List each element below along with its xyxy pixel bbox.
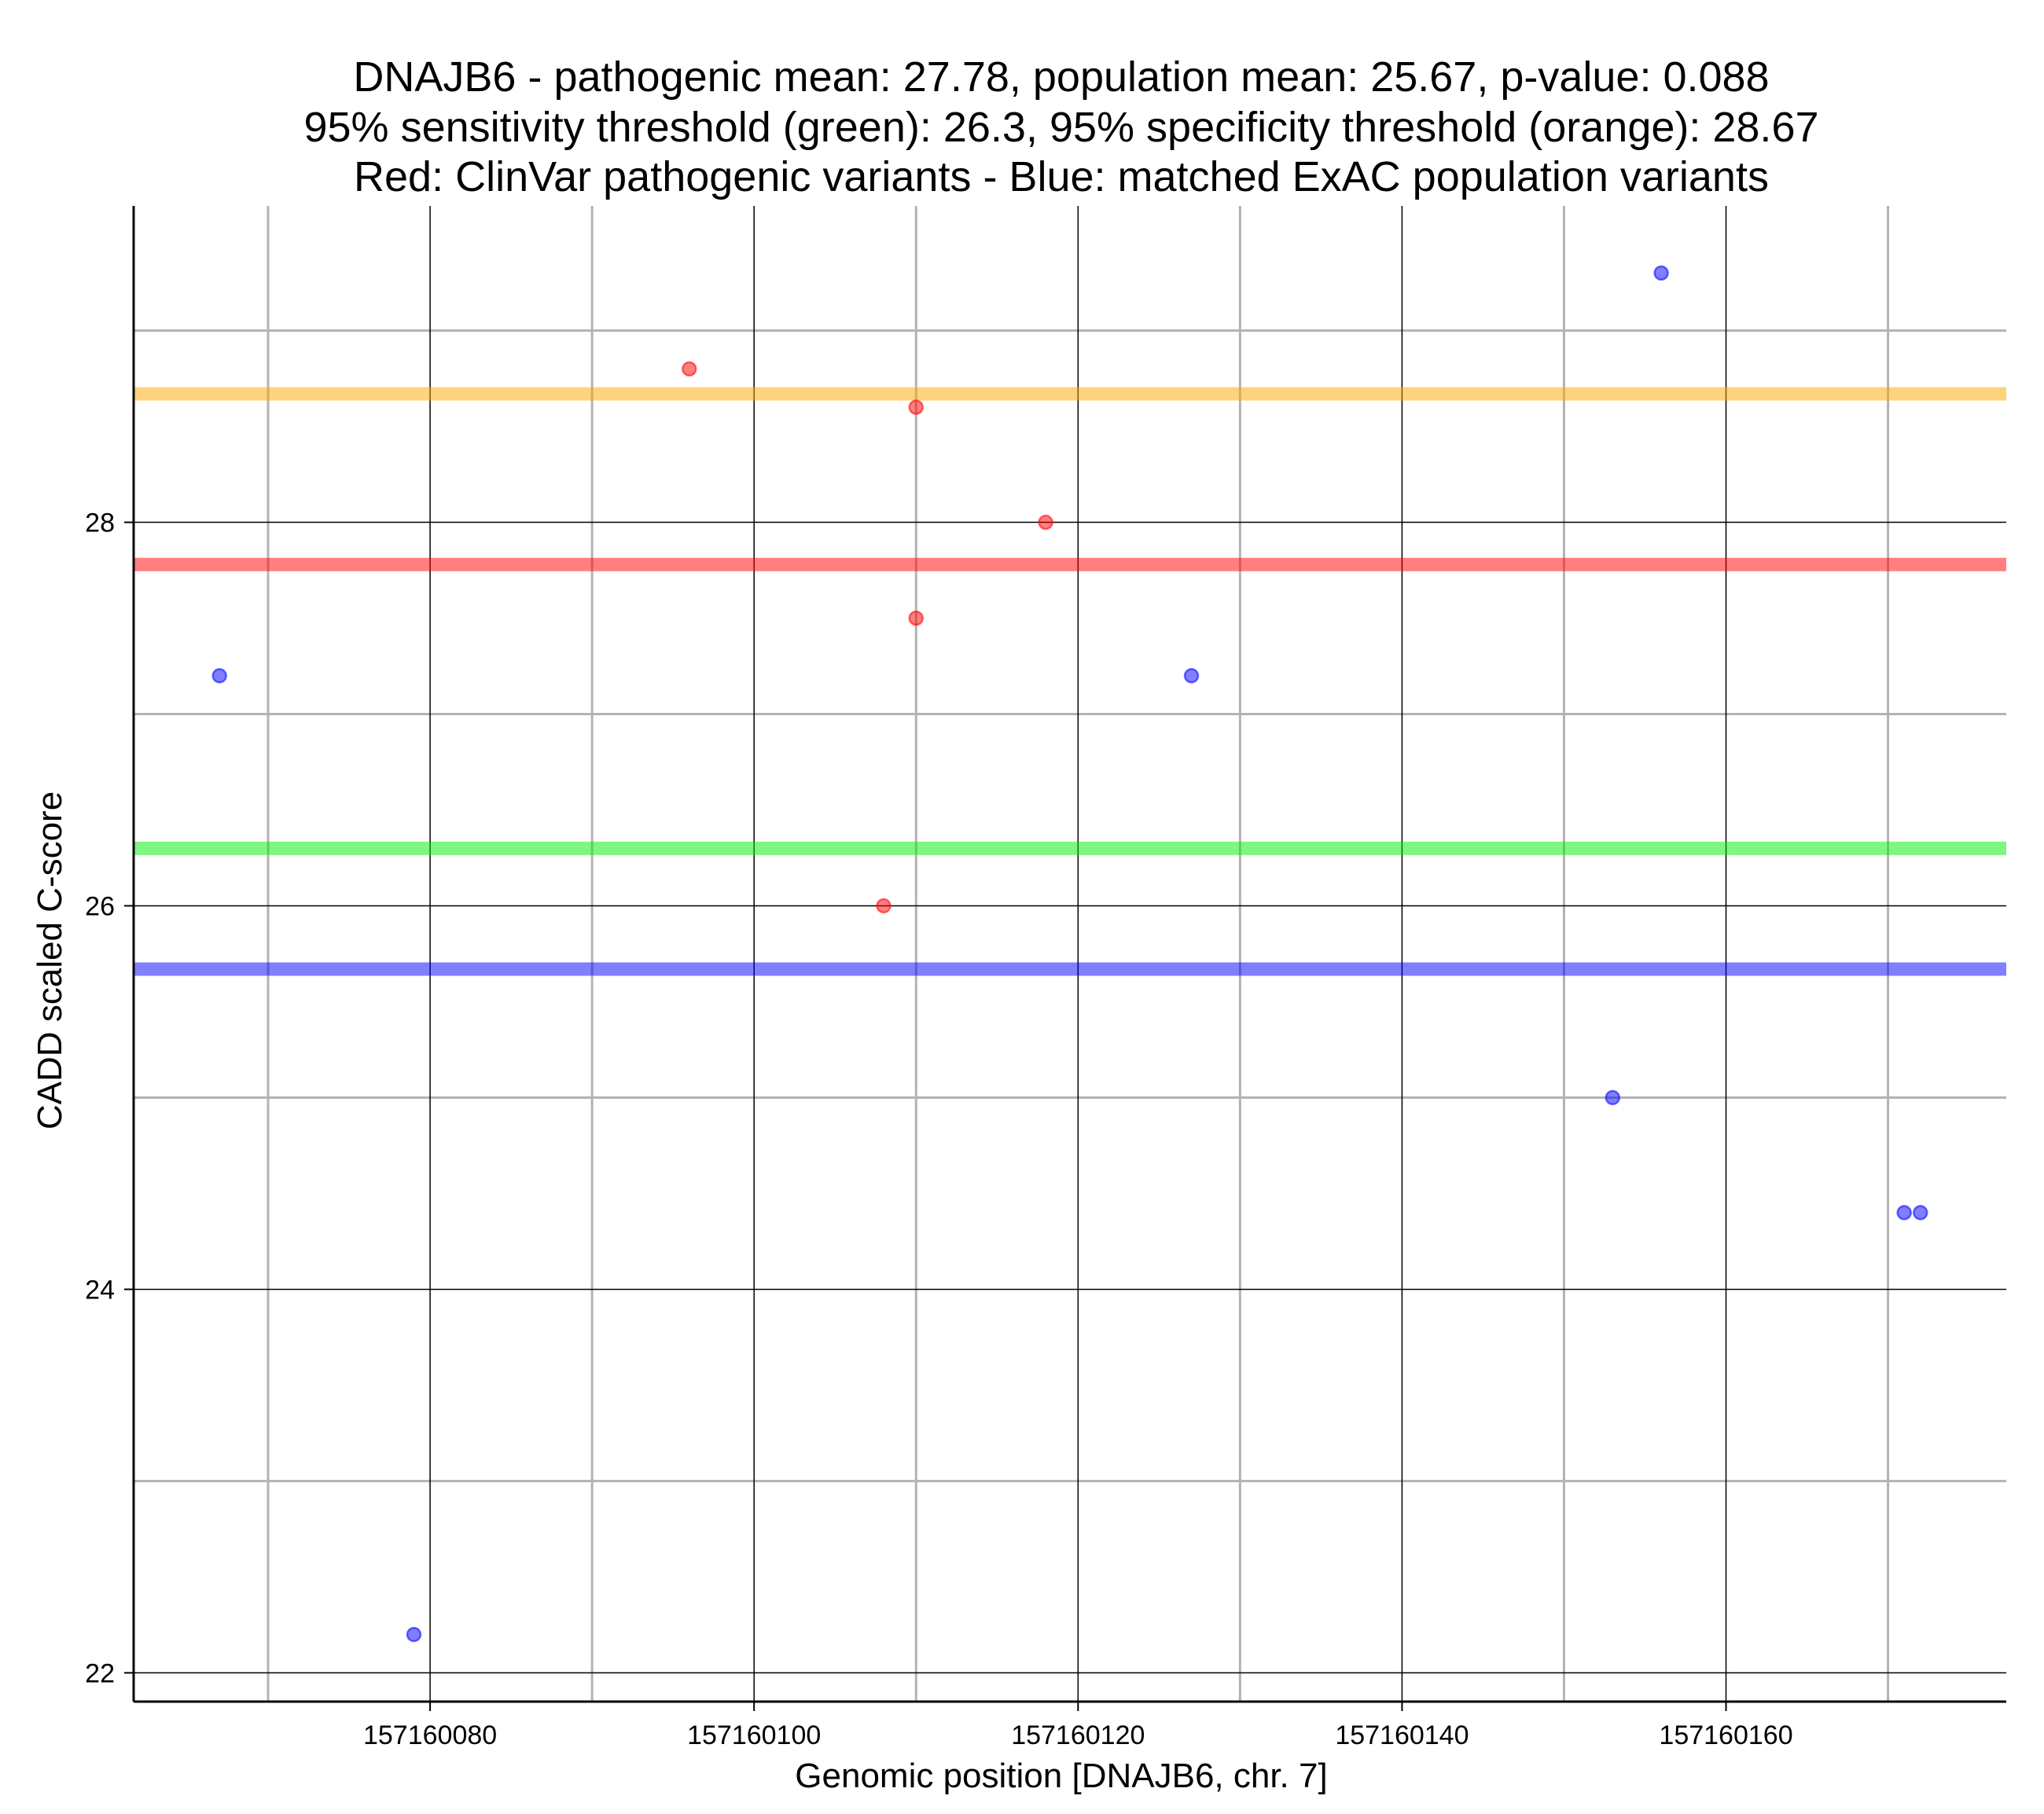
population-variant-point	[211, 667, 227, 684]
chart-title-line-2: 95% sensitivity threshold (green): 26.3,…	[303, 104, 1818, 151]
pathogenic-variant-point	[1038, 514, 1053, 531]
pathogenic-variant-point	[908, 399, 924, 415]
x-tick-label: 157160100	[687, 1720, 821, 1750]
x-tick-label: 157160120	[1011, 1720, 1145, 1750]
population-variant-point	[1605, 1089, 1621, 1106]
y-axis-title: CADD scaled C-score	[31, 791, 69, 1129]
grid-layer	[134, 206, 2006, 1702]
tick-labels: 157160080 157160100 157160120 157160140 1571…	[85, 509, 1792, 1750]
population-variant-point	[1183, 667, 1200, 684]
x-tick-label: 157160080	[363, 1720, 497, 1750]
population-variant-point	[406, 1626, 422, 1643]
x-tick-label: 157160140	[1335, 1720, 1469, 1750]
pathogenic-variant-point	[908, 610, 924, 626]
chart-title-line-1: DNAJB6 - pathogenic mean: 27.78, populat…	[353, 53, 1769, 101]
mean-threshold-lines	[134, 387, 2006, 976]
population-variant-point	[1896, 1205, 1912, 1221]
tick-marks	[124, 521, 1727, 1711]
chart-title-line-3: Red: ClinVar pathogenic variants - Blue:…	[354, 153, 1769, 200]
x-tick-label: 157160160	[1659, 1720, 1792, 1750]
pathogenic-variant-point	[876, 898, 891, 914]
y-tick-label: 24	[85, 1275, 115, 1305]
pathogenic-variant-point	[682, 361, 697, 377]
y-tick-label: 22	[85, 1658, 115, 1688]
y-tick-label: 26	[85, 892, 115, 922]
y-tick-label: 28	[85, 509, 115, 538]
x-axis-title: Genomic position [DNAJB6, chr. 7]	[795, 1757, 1327, 1795]
data-points	[211, 265, 1928, 1643]
population-variant-point	[1653, 265, 1669, 281]
population-variant-point	[1913, 1205, 1928, 1221]
axes	[132, 206, 2006, 1703]
